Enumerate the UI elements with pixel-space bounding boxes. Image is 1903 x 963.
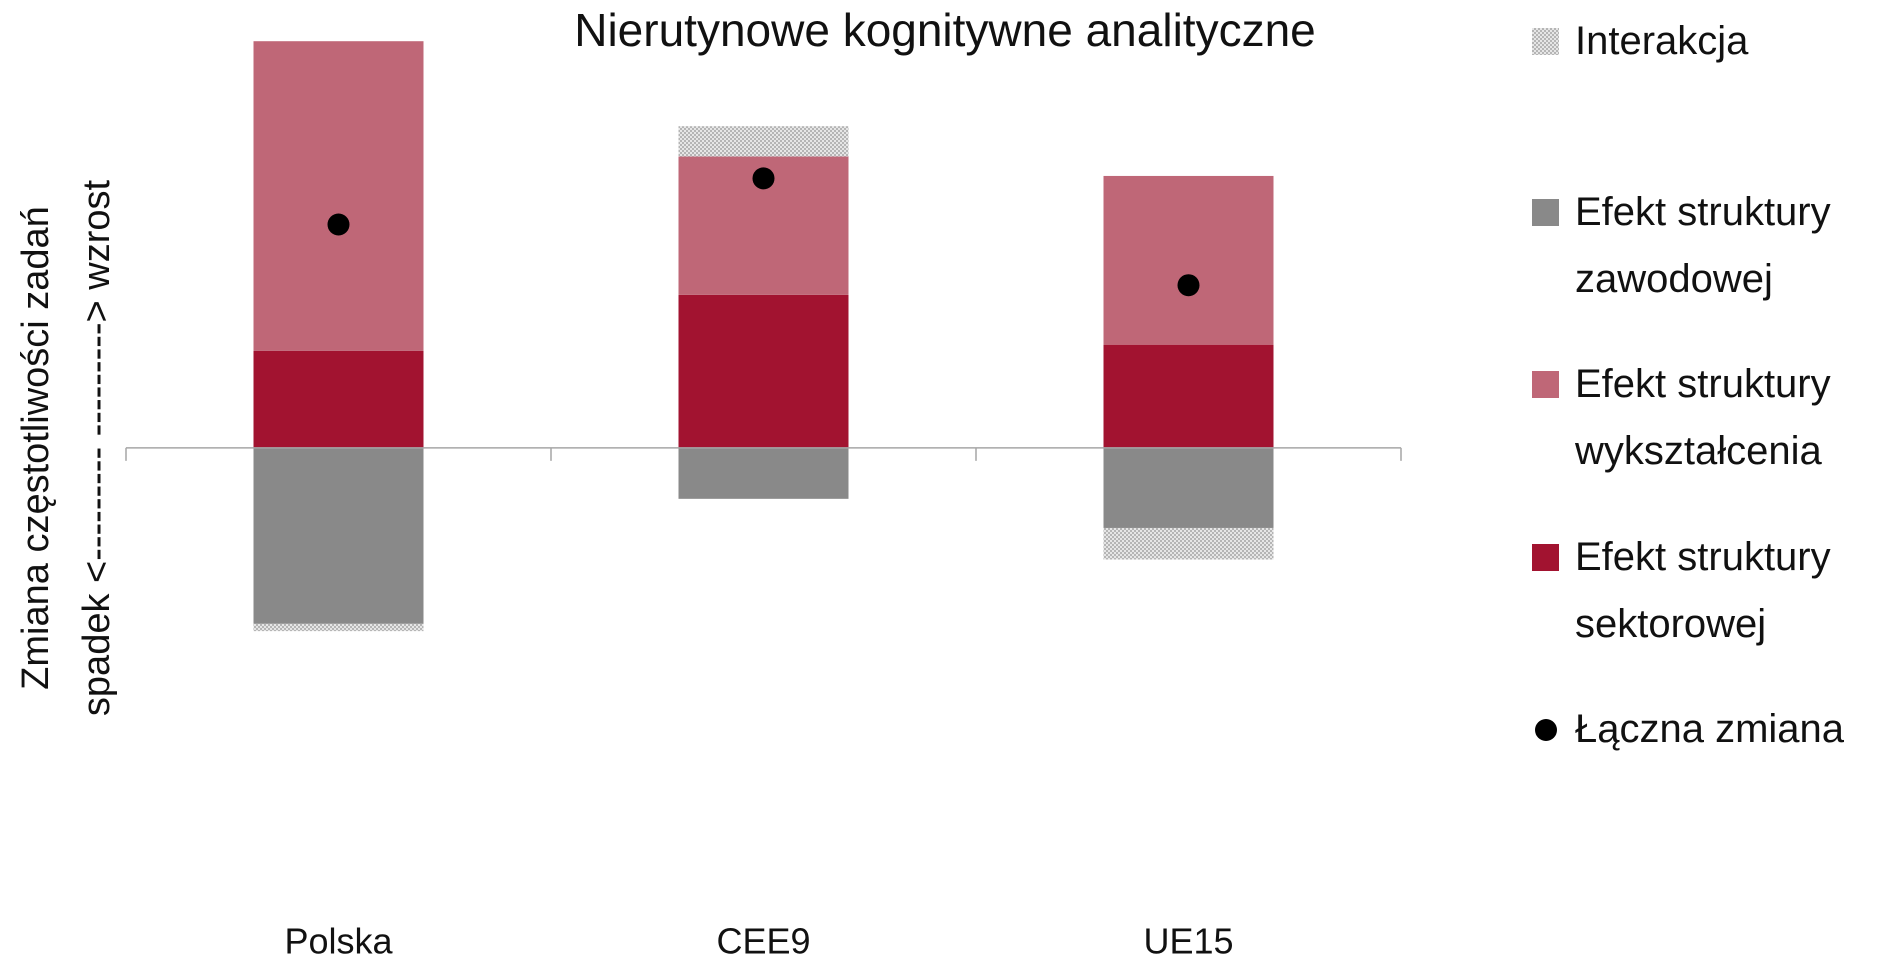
legend-swatch xyxy=(1535,719,1557,741)
bar-segment xyxy=(1103,527,1274,560)
total-dot xyxy=(327,213,350,236)
bar-segment xyxy=(678,126,849,157)
legend-label: Efekt struktury zawodowej xyxy=(1575,190,1831,301)
legend-swatch xyxy=(1532,544,1559,571)
x-tick-label: UE15 xyxy=(1143,921,1233,962)
legend-label: Efekt struktury wykształcenia xyxy=(1575,362,1831,473)
bar-segment xyxy=(1103,344,1274,448)
total-dot xyxy=(752,167,775,190)
legend-swatch xyxy=(1532,371,1559,398)
legend-label: Interakcja xyxy=(1575,19,1749,63)
bar-segment xyxy=(253,623,424,632)
x-tick-label: CEE9 xyxy=(716,921,810,962)
bar-segment xyxy=(1103,175,1274,345)
bar-segment xyxy=(253,350,424,448)
chart-title: Nierutynowe kognitywne analityczne xyxy=(574,4,1316,56)
bar-segment xyxy=(678,294,849,448)
x-tick-label: Polska xyxy=(284,921,393,962)
legend-swatch xyxy=(1532,28,1559,55)
bar-segment xyxy=(1103,447,1274,528)
legend-label: Łączna zmiana xyxy=(1575,707,1845,751)
y-axis-label: spadek <--------- ---------> wzrost xyxy=(76,179,118,716)
total-dot xyxy=(1177,274,1200,297)
y-axis-label: Zmiana częstotliwości zadań xyxy=(15,206,57,690)
legend-label: Efekt struktury sektorowej xyxy=(1575,535,1831,646)
bar-segment xyxy=(678,447,849,499)
legend-swatch xyxy=(1532,199,1559,226)
bar-segment xyxy=(253,447,424,624)
bar-segment xyxy=(253,41,424,351)
